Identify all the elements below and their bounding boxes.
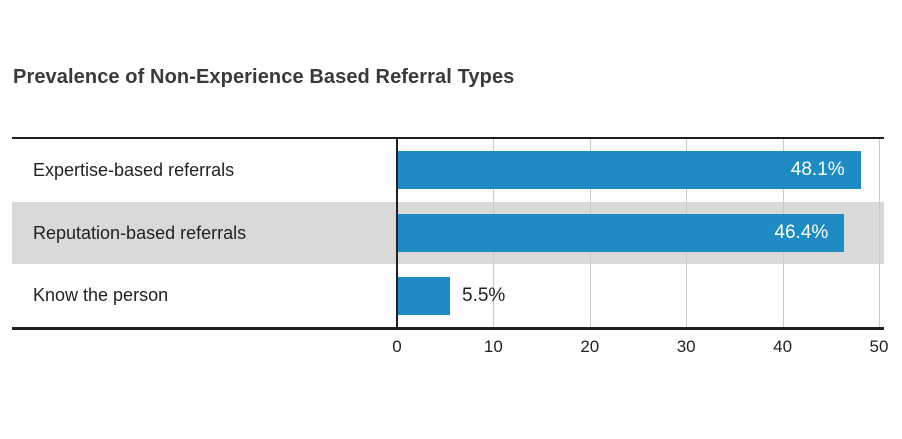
x-tick-label: 50 — [869, 337, 889, 356]
chart-bars: 48.1% 46.4% 5.5% — [12, 139, 884, 327]
value-label: 46.4% — [774, 222, 829, 243]
gridline — [879, 139, 880, 327]
x-tick-label: 0 — [392, 337, 402, 356]
zero-axis-line — [396, 139, 398, 327]
x-axis-tick-labels: 0 10 20 30 40 50 — [12, 337, 888, 359]
x-tick-label: 30 — [676, 337, 696, 356]
bar: 5.5% — [397, 276, 505, 315]
x-tick-label: 10 — [483, 337, 503, 356]
x-tick-label: 40 — [773, 337, 793, 356]
value-label: 5.5% — [462, 284, 506, 306]
x-tick-label: 20 — [580, 337, 600, 356]
chart-title: Prevalence of Non-Experience Based Refer… — [13, 66, 515, 88]
bar: 46.4% — [397, 214, 845, 252]
category-label: Expertise-based referrals — [33, 159, 235, 180]
chart-row: Know the person — [12, 264, 884, 327]
category-label: Reputation-based referrals — [33, 222, 247, 243]
bar: 48.1% — [397, 151, 861, 190]
value-label: 48.1% — [790, 159, 845, 181]
category-label: Know the person — [33, 285, 169, 306]
bar-chart: Expertise-based referrals Reputation-base… — [12, 137, 884, 330]
chart-row: Expertise-based referrals — [12, 139, 884, 202]
